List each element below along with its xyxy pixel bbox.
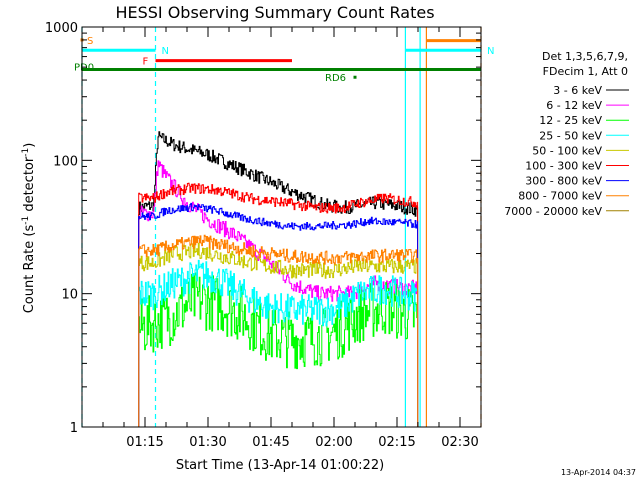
y-tick-label: 1000 — [45, 21, 78, 36]
legend-entry-label: 800 - 7000 keV — [518, 190, 602, 203]
flag-label: RD6 — [325, 73, 346, 84]
x-tick-label: 01:30 — [189, 435, 226, 450]
plot-layer: S N N F PD0 RD6 — [74, 27, 494, 428]
flag-label: N — [487, 46, 494, 57]
legend-entry-label: 6 - 12 keV — [546, 99, 602, 112]
y-axis-label-part: detector — [22, 156, 37, 216]
legend-header-1: Det 1,3,5,6,7,9, — [542, 50, 628, 63]
series-line — [138, 131, 419, 427]
y-axis-label-sup: -1 — [21, 148, 31, 157]
flag-label: PD0 — [74, 63, 94, 74]
timestamp: 13-Apr-2014 04:37 — [561, 468, 636, 477]
series-line — [138, 242, 419, 427]
x-tick-label: 02:00 — [315, 435, 352, 450]
y-axis-label-sup: -1 — [21, 216, 31, 225]
x-tick-label: 01:15 — [126, 435, 163, 450]
y-axis-label-part: Count Rate (s — [22, 225, 37, 314]
flag-label: S — [87, 36, 93, 47]
plot-frame — [81, 26, 482, 428]
legend: 3 - 6 keV 6 - 12 keV 12 - 25 keV 25 - 50 ke… — [504, 84, 629, 218]
legend-entry-label: 3 - 6 keV — [553, 84, 602, 97]
legend-entry-label: 12 - 25 keV — [539, 114, 602, 127]
axes-layer: 1 10 100 1000 01:15 01:30 01:45 02:00 02:15 02:30 — [45, 21, 482, 450]
y-tick-label: 10 — [61, 288, 78, 303]
x-axis-label: Start Time (13-Apr-14 01:00:22) — [176, 458, 384, 473]
legend-entry-label: 7000 - 20000 keV — [504, 205, 602, 218]
y-tick-label: 100 — [53, 154, 78, 169]
legend-entry-label: 50 - 100 keV — [532, 144, 602, 157]
series-line — [138, 272, 419, 427]
series-line — [138, 202, 419, 427]
x-tick-label: 02:30 — [441, 435, 478, 450]
legend-entry-label: 300 - 800 keV — [525, 175, 602, 188]
x-tick-label: 02:15 — [378, 435, 415, 450]
chart-title: HESSI Observing Summary Count Rates — [115, 3, 434, 22]
flag-label: F — [143, 57, 149, 68]
y-axis-label-part: ) — [22, 143, 37, 148]
legend-entry-label: 100 - 300 keV — [525, 160, 602, 173]
x-tick-label: 01:45 — [252, 435, 289, 450]
y-tick-label: 1 — [70, 421, 78, 436]
series-line — [138, 182, 419, 427]
legend-entry-label: 25 - 50 keV — [539, 129, 602, 142]
series-line — [138, 259, 419, 427]
y-axis-label: Count Rate (s-1 detector-1) — [21, 143, 37, 314]
flag-marker — [353, 75, 357, 79]
series-line — [138, 234, 419, 427]
flag-label: N — [162, 46, 169, 57]
legend-header-2: FDecim 1, Att 0 — [543, 65, 628, 78]
